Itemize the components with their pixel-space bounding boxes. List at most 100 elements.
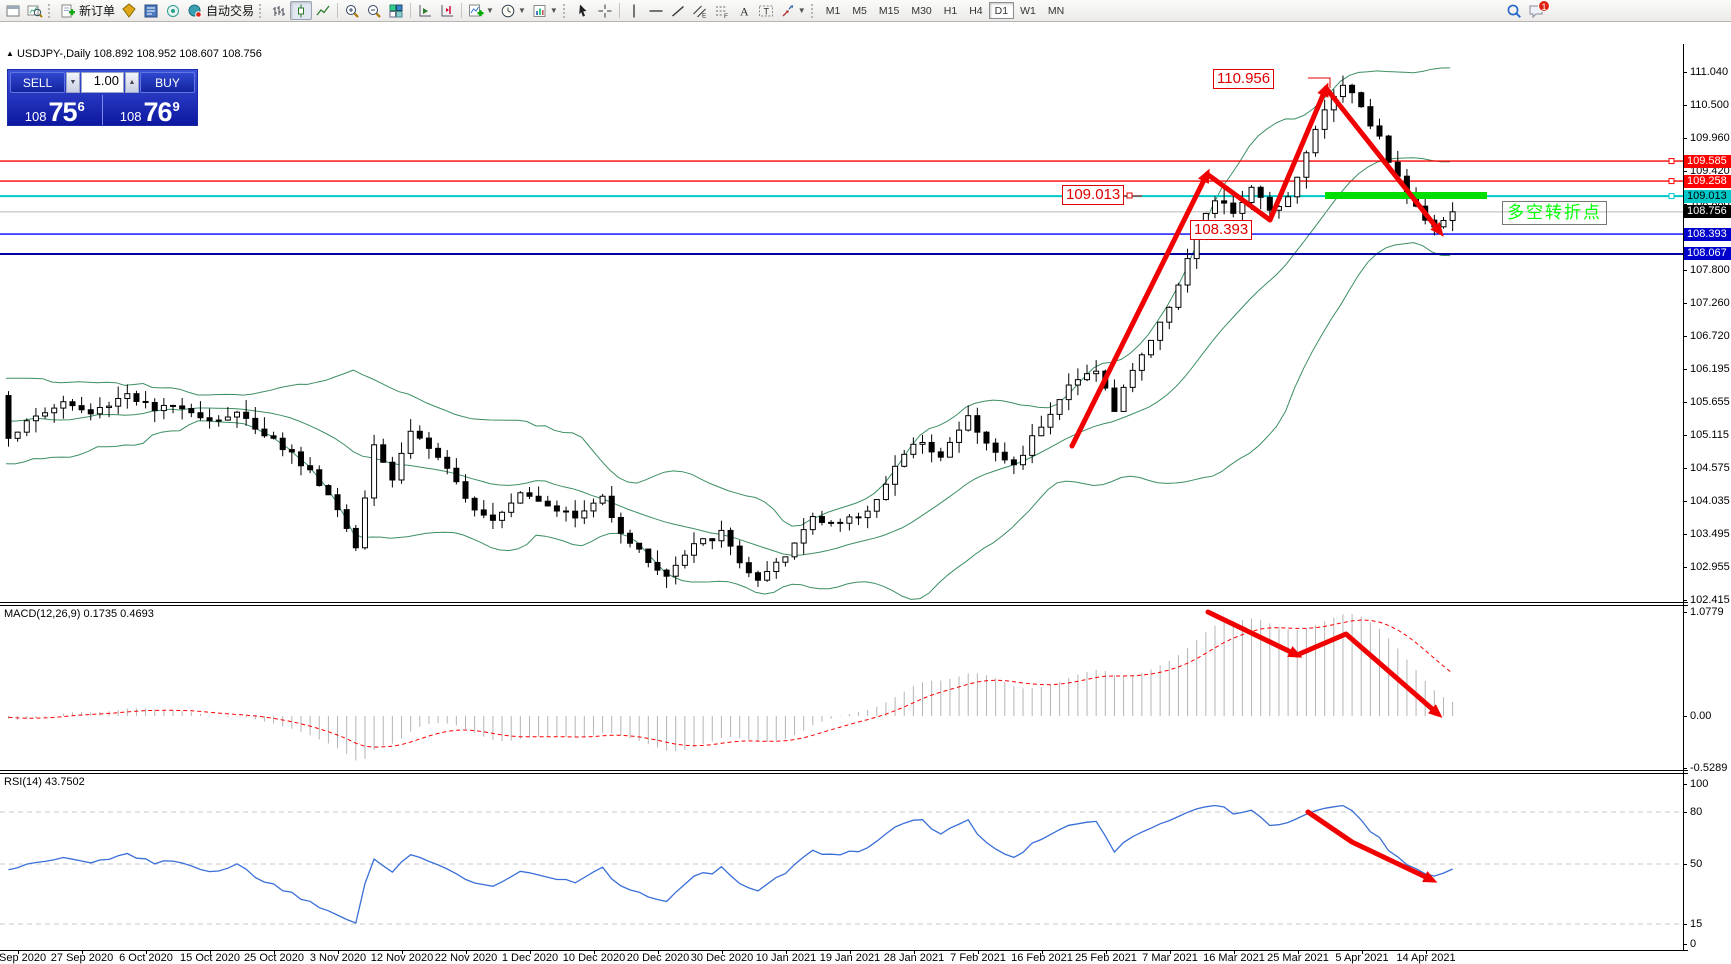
panel-divider[interactable] [0,602,1688,606]
autotrading-icon [187,3,203,19]
new-window-button[interactable] [2,1,24,20]
bar-chart-button[interactable] [268,1,290,20]
text-label-icon: T [758,3,774,19]
chevron-down-icon: ▼ [549,6,558,15]
text-button[interactable]: A [733,1,755,20]
date-tick [338,950,339,954]
sell-price-main: 108 [24,109,47,124]
chart-shift-icon [439,3,455,19]
peak-price-annotation[interactable]: 110.956 [1213,69,1275,89]
autotrading-label: 自动交易 [206,4,255,18]
timeframe-button-m15[interactable]: M15 [878,4,900,17]
buy-button[interactable]: BUY [140,72,195,93]
panel-divider[interactable] [0,770,1688,774]
timeframe-button-m1[interactable]: M1 [825,4,841,17]
autotrading-button[interactable]: 自动交易 [184,1,257,20]
date-tick [530,950,531,954]
periods-button[interactable]: ▼ [497,1,529,20]
price-axis-line [1683,44,1684,950]
trendline-button[interactable] [667,1,689,20]
text-label-button[interactable]: T [755,1,777,20]
symbol-period: USDJPY-,Daily [16,48,91,60]
rsi-plot[interactable] [0,774,1683,950]
toolbar-separator [337,3,339,18]
candlestick-chart-button[interactable] [290,1,313,20]
price-badge: 109.258 [1684,174,1731,188]
chart-title: ▲ USDJPY-,Daily 108.892 108.952 108.607 … [6,48,262,60]
buy-price[interactable]: 108 76 9 [103,95,198,127]
price-scale-label: 107.800 [1690,264,1730,277]
fibonacci-button[interactable]: F [711,1,733,20]
crosshair-button[interactable] [594,1,616,20]
new-order-button[interactable]: 新订单 [57,1,118,20]
price-scale-label: 106.195 [1690,362,1730,375]
market-watch-button[interactable] [118,1,140,20]
pivot-price-annotation[interactable]: 109.013 [1062,185,1125,205]
search-icon [1506,3,1522,19]
indicators-button[interactable]: ▼ [465,1,497,20]
timeframe-button-mn[interactable]: MN [1047,4,1065,17]
price-badge: 108.067 [1684,247,1731,261]
volume-increase-button[interactable]: ▲ [125,72,139,93]
ohlc-high: 108.952 [136,48,177,60]
volume-decrease-button[interactable]: ▼ [66,72,80,93]
metaeditor-button[interactable] [140,1,162,20]
arrows-button[interactable]: ▼ [777,1,809,20]
macd-scale-tick [1683,716,1687,717]
rsi-scale-tick [1683,944,1687,945]
zoom-out-icon [366,3,382,19]
channel-button[interactable]: E [689,1,711,20]
template-icon [532,3,548,19]
clock-icon [500,3,516,19]
toolbar-separator [461,3,463,18]
chart-area[interactable]: ▲ USDJPY-,Daily 108.892 108.952 108.607 … [0,22,1731,964]
toolbar-separator [410,3,412,18]
timeframe-button-m30[interactable]: M30 [911,4,932,17]
profiles-button[interactable] [24,1,46,20]
cn-note-annotation[interactable]: 多空转折点 [1502,201,1607,225]
price-scale-label: 102.415 [1690,594,1730,606]
arrows-icon [780,3,796,19]
line-chart-icon [315,3,331,19]
timeframe-button-m5[interactable]: M5 [852,4,867,17]
zoom-out-button[interactable] [363,1,385,20]
volume-input[interactable]: 1.00 [81,72,124,93]
sell-price[interactable]: 108 75 6 [8,95,103,126]
price-scale-label: 105.655 [1690,395,1730,408]
price-scale-tick [1683,171,1687,173]
vertical-line-button[interactable] [623,1,645,20]
buy-price-big: 76 [143,97,172,127]
notifications-button[interactable]: 1 [1525,0,1550,20]
date-tick [146,950,147,954]
toolbar-separator [618,3,620,18]
price-scale-label: 103.495 [1690,527,1730,540]
horizontal-line-button[interactable] [645,1,667,20]
tile-windows-button[interactable] [385,1,407,20]
search-button[interactable] [1503,1,1525,20]
line-chart-button[interactable] [312,1,334,20]
trendline-icon [670,3,686,19]
data-window-button[interactable] [162,1,184,20]
support-price-annotation[interactable]: 108.393 [1190,220,1253,240]
collapse-triangle-icon: ▲ [6,49,14,58]
chevron-down-icon: ▼ [797,6,806,15]
templates-button[interactable]: ▼ [529,1,561,20]
chart-shift-button[interactable] [436,1,458,20]
timeframe-button-h1[interactable]: H1 [943,4,958,17]
rsi-scale-label: 50 [1690,858,1703,870]
macd-plot[interactable] [0,606,1683,770]
timeframe-button-w1[interactable]: W1 [1020,4,1036,17]
date-tick [274,950,275,954]
candlestick-plot[interactable] [0,44,1683,602]
timeframe-button-h4[interactable]: H4 [969,4,983,17]
date-tick [594,950,595,954]
sell-button[interactable]: SELL [10,72,65,93]
cursor-button[interactable] [572,1,594,20]
ohlc-close: 108.756 [222,48,262,60]
fibonacci-icon: F [714,3,730,19]
auto-scroll-button[interactable] [414,1,436,20]
horizontal-line-icon [648,3,664,19]
timeframe-button-d1[interactable]: D1 [988,2,1015,19]
rsi-scale-label: 100 [1690,778,1709,790]
zoom-in-button[interactable] [341,1,363,20]
